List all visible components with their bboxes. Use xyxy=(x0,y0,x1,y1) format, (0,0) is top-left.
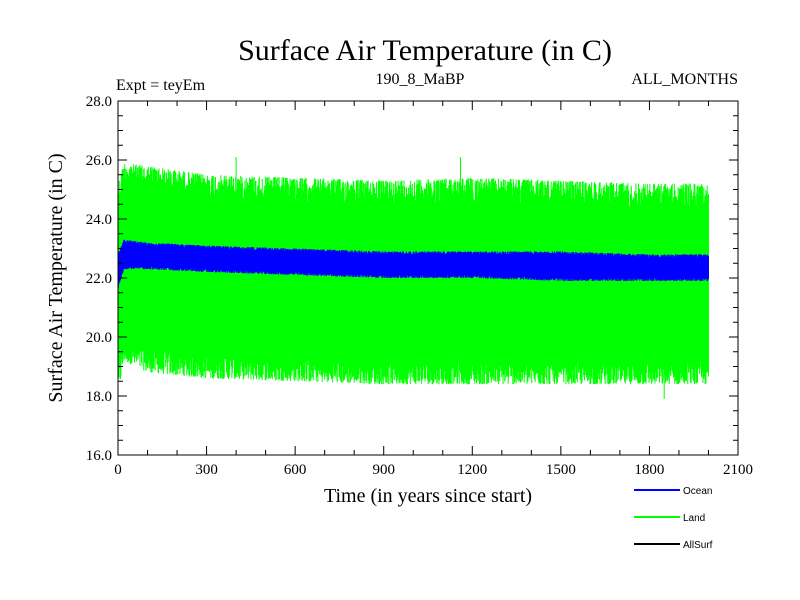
y-tick-label: 18.0 xyxy=(86,389,112,405)
x-tick-label: 1500 xyxy=(546,462,576,478)
legend-label-allsurf: AllSurf xyxy=(683,540,713,551)
y-tick-label: 26.0 xyxy=(86,153,112,169)
legend-label-land: Land xyxy=(683,513,705,524)
subtitle-months: ALL_MONTHS xyxy=(631,71,738,88)
subtitle-run: 190_8_MaBP xyxy=(376,71,465,88)
y-axis-label: Surface Air Temperature (in C) xyxy=(45,153,67,402)
y-tick-label: 24.0 xyxy=(86,212,112,228)
subtitle-expt: Expt = teyEm xyxy=(116,77,206,94)
legend-label-ocean: Ocean xyxy=(683,486,712,497)
x-tick-label: 1200 xyxy=(457,462,487,478)
y-tick-label: 22.0 xyxy=(86,271,112,287)
x-tick-label: 300 xyxy=(195,462,218,478)
legend: Ocean Land AllSurf xyxy=(634,486,713,551)
x-tick-label: 600 xyxy=(284,462,307,478)
x-tick-label: 0 xyxy=(114,462,122,478)
x-axis-label: Time (in years since start) xyxy=(324,485,532,507)
y-tick-label: 28.0 xyxy=(86,94,112,110)
series-ocean xyxy=(118,239,709,288)
y-tick-label: 20.0 xyxy=(86,330,112,346)
chart-title: Surface Air Temperature (in C) xyxy=(238,34,612,67)
x-tick-label: 1800 xyxy=(634,462,664,478)
y-tick-label: 16.0 xyxy=(86,448,112,464)
x-tick-label: 900 xyxy=(372,462,395,478)
x-tick-label: 2100 xyxy=(723,462,753,478)
